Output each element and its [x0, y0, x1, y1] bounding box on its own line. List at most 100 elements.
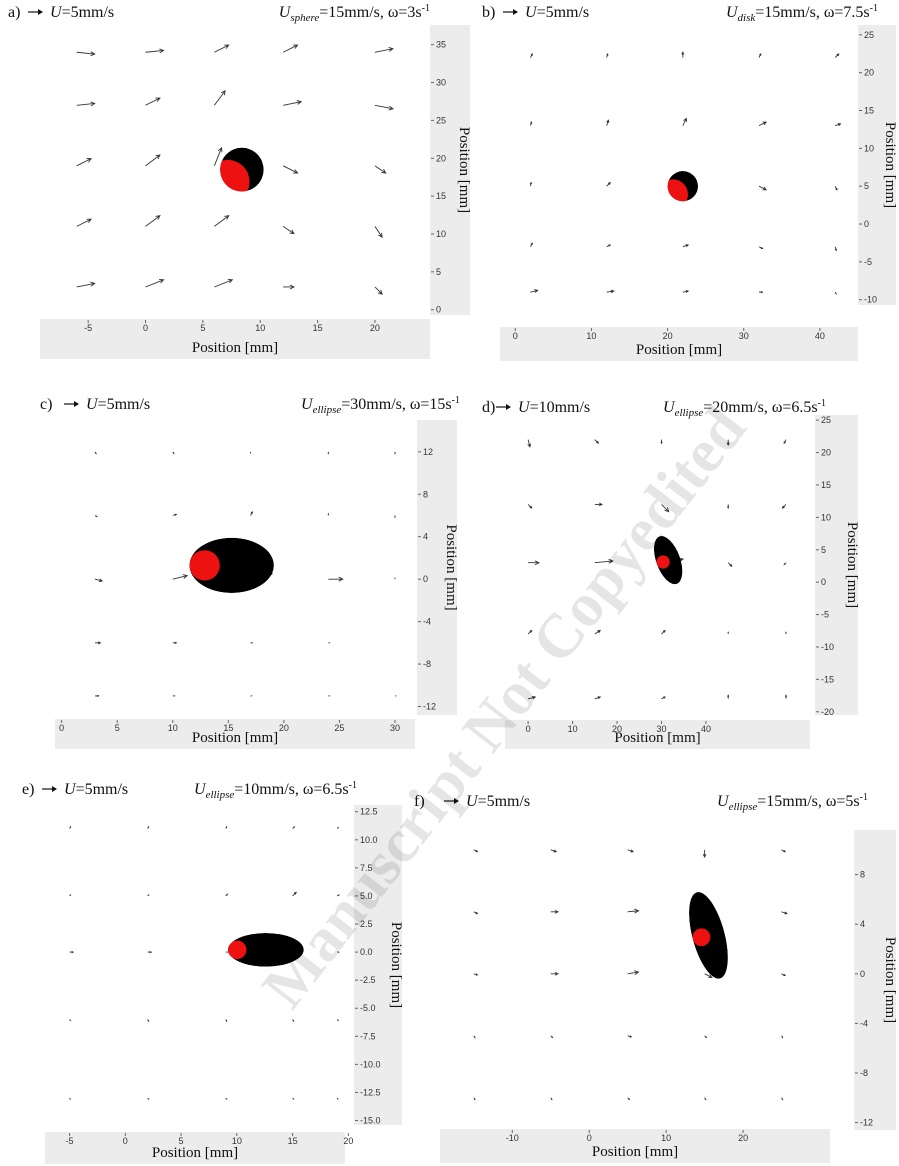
flow-arrow	[214, 278, 234, 288]
flow-arrow	[94, 515, 98, 518]
y-tick-label: -15.0	[360, 1116, 381, 1126]
flow-arrow	[172, 695, 176, 697]
flow-arrow	[758, 291, 764, 294]
flow-arrow	[550, 1035, 554, 1039]
x-tick-label: 20	[612, 724, 622, 734]
reference-label: U=5mm/s	[64, 781, 128, 798]
y-tick-label: 20	[436, 153, 446, 163]
y-tick-label: -2.5	[360, 975, 376, 985]
flow-arrow	[527, 439, 532, 448]
y-tick-label: -5.0	[360, 1003, 376, 1013]
x-tick-label: 20	[663, 331, 673, 341]
y-tick-label: -4	[423, 617, 431, 627]
flow-arrow	[473, 973, 479, 976]
flow-arrow	[172, 641, 178, 644]
y-tick-label: -12	[860, 1118, 873, 1128]
x-tick-label: 10	[255, 323, 265, 333]
y-tick-label: -10.0	[360, 1059, 381, 1069]
panel-label: a)	[8, 4, 20, 21]
x-tick-label: 0	[587, 1133, 592, 1143]
y-tick-label: -12	[423, 702, 436, 712]
reference-text: =5mm/s	[537, 4, 590, 21]
x-tick-label: 20	[370, 323, 380, 333]
flow-arrow	[145, 154, 161, 167]
annotation: Udisk=15mm/s, ω=7.5s-1	[726, 3, 878, 24]
y-axis-band	[354, 805, 402, 1125]
flow-arrow	[292, 1097, 295, 1100]
y-tick-label: 5.0	[360, 891, 373, 901]
y-tick-label: 5	[864, 181, 869, 191]
flow-arrow	[147, 1097, 150, 1100]
x-axis-band	[40, 319, 430, 359]
body-group	[667, 171, 699, 202]
annotation-text: =15mm/s, ω=3s	[319, 4, 421, 21]
flow-arrow	[781, 1035, 784, 1039]
x-axis-label: Position [mm]	[636, 342, 722, 358]
flow-arrow	[213, 146, 223, 167]
flow-arrow	[292, 1019, 295, 1023]
flow-arrow	[374, 47, 394, 53]
flow-arrow	[145, 215, 161, 227]
reference-label: U=5mm/s	[50, 4, 114, 21]
x-axis-label: Position [mm]	[192, 340, 278, 356]
x-axis-band	[505, 720, 810, 749]
flow-arrow	[327, 512, 330, 516]
flow-arrow	[327, 451, 330, 455]
x-axis-band	[45, 1132, 345, 1164]
y-tick-label: -10	[864, 295, 877, 305]
flow-arrow	[661, 504, 670, 513]
annotation-symbol: U	[726, 4, 739, 21]
flow-arrow	[704, 1035, 708, 1039]
x-tick-label: -10	[506, 1133, 519, 1143]
flow-arrow	[292, 826, 296, 829]
x-tick-label: 10	[661, 1133, 671, 1143]
y-axis-band	[854, 830, 896, 1130]
flow-arrow	[704, 973, 713, 978]
annotation: Uellipse=20mm/s, ω=6.5s-1	[663, 398, 826, 419]
x-tick-label: -5	[66, 1136, 74, 1146]
reference-symbol: U	[525, 4, 538, 21]
panel-label: e)	[22, 781, 34, 798]
reference-arrow-head	[513, 9, 518, 15]
annotation: Uellipse=10mm/s, ω=6.5s-1	[194, 780, 357, 801]
reference-text: =5mm/s	[478, 793, 531, 810]
flow-arrow	[282, 44, 299, 53]
panel-label: c)	[40, 396, 52, 413]
x-tick-label: 0	[59, 723, 64, 733]
flow-arrow	[336, 826, 339, 829]
y-tick-label: 10	[864, 143, 874, 153]
flow-arrow	[783, 439, 787, 445]
flow-arrow	[95, 641, 102, 645]
flow-arrow	[394, 515, 396, 519]
flow-arrow	[250, 511, 253, 516]
flow-arrow	[374, 165, 387, 174]
flow-arrow	[781, 504, 787, 509]
annotation: Usphere=15mm/s, ω=3s-1	[279, 3, 430, 24]
flow-arrow	[147, 894, 150, 897]
y-tick-label: 25	[436, 115, 446, 125]
flow-arrow	[147, 825, 150, 829]
body-group	[689, 892, 728, 979]
flow-arrow	[660, 439, 663, 445]
flow-arrow	[606, 289, 615, 294]
y-tick-label: -12.5	[360, 1087, 381, 1097]
flow-arrow	[213, 90, 226, 106]
flow-arrow	[550, 971, 559, 976]
flow-arrow	[727, 562, 733, 568]
reference-arrow-head	[454, 798, 459, 804]
flow-arrow	[214, 44, 230, 53]
y-tick-label: -20	[821, 707, 834, 717]
annotation-text: =10mm/s, ω=6.5s	[234, 781, 348, 798]
flow-arrow	[785, 631, 787, 635]
y-tick-label: 2.5	[360, 919, 373, 929]
flow-arrow	[594, 439, 600, 444]
y-tick-label: 15	[864, 106, 874, 116]
reference-text: =5mm/s	[76, 781, 129, 798]
y-tick-label: 12	[423, 447, 433, 457]
annotation-symbol: U	[279, 4, 292, 21]
annotation-superscript: -1	[452, 395, 460, 406]
x-tick-label: 30	[656, 724, 666, 734]
flow-arrow	[550, 1097, 553, 1101]
flow-arrow	[529, 181, 533, 187]
y-tick-label: -7.5	[360, 1031, 376, 1041]
